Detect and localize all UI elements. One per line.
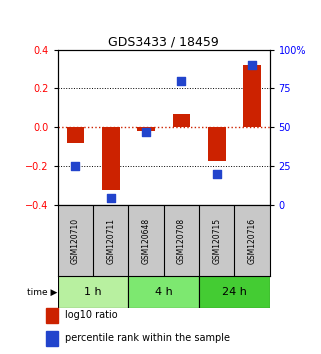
Text: time ▶: time ▶: [27, 287, 58, 297]
Bar: [128, 276, 199, 308]
Bar: [172, 114, 190, 127]
Bar: [46, 331, 58, 346]
Text: 4 h: 4 h: [155, 287, 173, 297]
Point: [179, 78, 184, 84]
Bar: [199, 276, 270, 308]
Point: [73, 164, 78, 169]
Text: 24 h: 24 h: [222, 287, 247, 297]
Text: GSM120715: GSM120715: [212, 218, 221, 264]
Bar: [137, 127, 155, 131]
Point: [143, 129, 149, 135]
Bar: [58, 276, 128, 308]
Text: 1 h: 1 h: [84, 287, 102, 297]
Text: percentile rank within the sample: percentile rank within the sample: [65, 333, 230, 343]
Point: [108, 195, 113, 200]
Text: GSM120708: GSM120708: [177, 218, 186, 264]
Point: [214, 171, 219, 177]
Bar: [102, 127, 119, 190]
Bar: [67, 127, 84, 143]
Text: GSM120716: GSM120716: [247, 218, 256, 264]
Point: [249, 62, 255, 68]
Title: GDS3433 / 18459: GDS3433 / 18459: [108, 35, 219, 48]
Text: GSM120710: GSM120710: [71, 218, 80, 264]
Text: GSM120648: GSM120648: [142, 218, 151, 264]
Text: GSM120711: GSM120711: [106, 218, 115, 264]
Text: log10 ratio: log10 ratio: [65, 310, 117, 320]
Bar: [243, 65, 261, 127]
Bar: [46, 308, 58, 323]
Bar: [208, 127, 225, 161]
